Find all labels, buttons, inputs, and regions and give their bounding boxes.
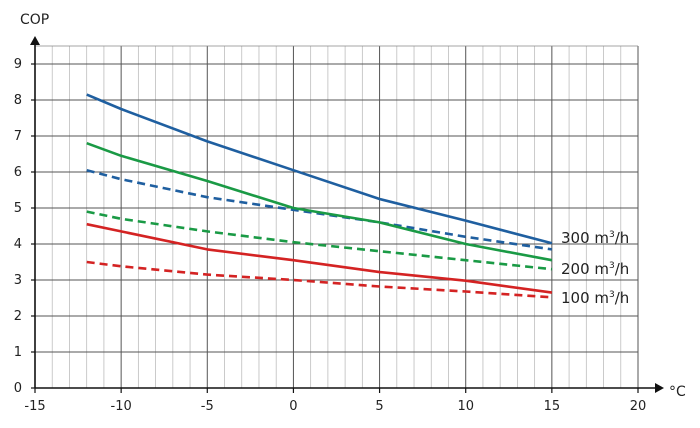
x-tick-label: -5 bbox=[201, 399, 214, 414]
axes bbox=[30, 36, 664, 393]
x-axis-arrow bbox=[655, 383, 664, 393]
series-lines bbox=[86, 93, 553, 299]
y-tick-label: 2 bbox=[14, 309, 22, 324]
x-axis-title: °C bbox=[669, 384, 686, 400]
x-tick-label: -10 bbox=[111, 399, 132, 414]
series-label-100: 100 m3/h bbox=[561, 289, 629, 307]
series-labels: 300 m3/h 200 m3/h 100 m3/h bbox=[561, 229, 629, 307]
y-tick-label: 1 bbox=[14, 345, 22, 360]
grid bbox=[35, 45, 639, 388]
series-label-200: 200 m3/h bbox=[561, 260, 629, 278]
y-axis-arrow bbox=[30, 36, 40, 45]
series-line-100-solid bbox=[86, 222, 553, 294]
series-line-100-dashed bbox=[86, 260, 552, 299]
y-tick-label: 5 bbox=[14, 201, 22, 216]
x-tick-label: 0 bbox=[289, 399, 297, 414]
y-tick-label: 7 bbox=[14, 129, 22, 144]
y-tick-label: 9 bbox=[14, 57, 22, 72]
x-tick-label: 10 bbox=[457, 399, 474, 414]
y-tick-label: 4 bbox=[14, 237, 22, 252]
y-tick-label: 0 bbox=[14, 381, 22, 396]
y-tick-label: 8 bbox=[14, 93, 22, 108]
y-tick-label: 6 bbox=[14, 165, 22, 180]
series-line-200-solid bbox=[86, 141, 553, 262]
x-tick-label: 15 bbox=[544, 399, 561, 414]
y-axis-title: COP bbox=[20, 12, 49, 28]
series-line-300-solid bbox=[86, 93, 553, 245]
x-tick-label: 20 bbox=[630, 399, 647, 414]
x-tick-label: 5 bbox=[375, 399, 383, 414]
series-line-300-dashed bbox=[86, 168, 553, 251]
series-label-300: 300 m3/h bbox=[561, 229, 629, 247]
tick-labels: -15 -10 -5 0 5 10 15 20 0 1 2 3 4 5 6 7 8 9 bbox=[14, 57, 647, 414]
y-tick-label: 3 bbox=[14, 273, 22, 288]
x-tick-label: -15 bbox=[24, 399, 45, 414]
series-line-200-dashed bbox=[86, 210, 553, 271]
